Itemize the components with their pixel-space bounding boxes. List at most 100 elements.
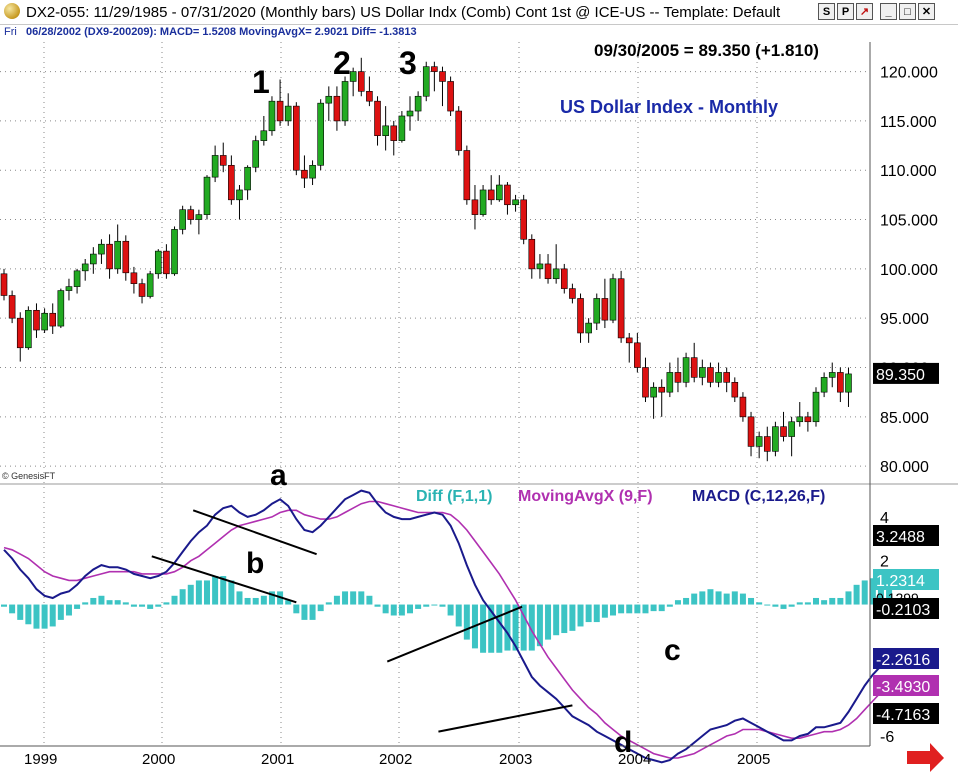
candle-body [504, 184, 511, 206]
candle-body [422, 66, 430, 97]
candle-body [763, 436, 771, 452]
candle-body [674, 372, 682, 383]
macd-label-6: -4.7163 [876, 707, 930, 724]
histogram-bar [780, 604, 787, 609]
histogram-bar [585, 604, 592, 623]
macd-label-4: -2.2616 [876, 652, 930, 669]
macd-label-1: 3.2488 [876, 529, 925, 546]
info-bar: Fri 06/28/2002 (DX9-200209): MACD= 1.520… [0, 25, 958, 41]
trendlines [151, 509, 573, 733]
close-button[interactable]: ✕ [918, 3, 935, 20]
macd-title-mavg: MovingAvgX (9,F) [518, 488, 653, 505]
macd-tick-label: 4 [880, 510, 889, 527]
candle-body [715, 372, 722, 383]
candle-body [49, 312, 57, 327]
histogram-bar [756, 602, 763, 605]
histogram-bar [480, 604, 487, 653]
histogram-bar [342, 591, 349, 605]
info-readout: 06/28/2002 (DX9-200209): MACD= 1.5208 Mo… [26, 26, 417, 38]
histogram-bar [788, 604, 795, 607]
macd-title-macd: MACD (C,12,26,F) [692, 488, 825, 505]
candle-body [455, 110, 463, 151]
histogram-bar [252, 597, 259, 605]
histogram-bar [9, 604, 16, 614]
macd-label-6-box [873, 703, 939, 724]
candle-body [260, 130, 268, 141]
candle-body [577, 298, 584, 334]
candle-body [617, 278, 625, 339]
histogram-bar [837, 597, 844, 605]
x-tick-label: 2002 [379, 751, 412, 768]
value-labels: 89.3503.24881.23140.1299-0.2103-2.2616-3… [873, 362, 939, 724]
candle-body [650, 386, 657, 398]
candle-body [642, 367, 649, 398]
macd-tick-label: -6 [880, 729, 894, 746]
candle-body [682, 357, 690, 383]
histogram-bar [796, 602, 803, 605]
candle-body [447, 81, 454, 112]
scroll-right-arrow-icon[interactable] [907, 743, 944, 772]
candle-body [130, 272, 138, 284]
histogram-bar [398, 604, 405, 616]
chart-header: 09/30/2005 = 89.350 (+1.810) [594, 41, 819, 60]
histogram-bar [17, 604, 24, 620]
candle-body [236, 189, 243, 201]
histogram-bar [358, 591, 365, 605]
candle-body [601, 298, 609, 321]
histogram-bar [634, 604, 641, 614]
histogram-bar [333, 595, 340, 605]
histogram-bar [41, 604, 48, 629]
maximize-button[interactable]: □ [899, 3, 916, 20]
histogram-bar [593, 604, 600, 623]
link-arrow-icon[interactable]: ↗ [856, 3, 873, 20]
histogram-bar [650, 604, 657, 612]
price-tick-label: 100.000 [880, 262, 938, 279]
histogram-bar [715, 591, 722, 605]
histogram-bar [707, 589, 714, 605]
candle-body [81, 263, 89, 272]
candle-body [357, 71, 365, 92]
histogram-bar [829, 597, 836, 605]
candle-body [65, 286, 73, 291]
candle-body [552, 268, 560, 280]
macd-label-2: 1.2314 [876, 573, 925, 590]
p-button[interactable]: P [837, 3, 854, 20]
chart-title: US Dollar Index - Monthly [560, 97, 778, 117]
last-price-label-box [873, 362, 939, 384]
histogram-bar [301, 604, 308, 620]
histogram-bar [804, 602, 811, 605]
candle-body [463, 150, 471, 201]
candle-body [106, 243, 113, 270]
price-tick-label: 85.000 [880, 410, 929, 427]
s-button[interactable]: S [818, 3, 835, 20]
histogram-bar [439, 604, 446, 607]
histogram-bar [699, 591, 706, 605]
candle-body [293, 105, 300, 171]
candle-body [138, 283, 146, 297]
histogram-bar [569, 604, 576, 631]
histogram-bar [106, 600, 113, 605]
candle-body [520, 199, 527, 240]
grid-lines [0, 42, 870, 746]
minimize-button[interactable]: _ [880, 3, 897, 20]
trend-label-a: a [270, 459, 287, 492]
candle-body [276, 100, 284, 122]
histogram-bar [536, 604, 543, 647]
candle-body [333, 95, 341, 122]
candle-body [146, 273, 154, 297]
candle-body [244, 166, 251, 191]
candlestick-series [0, 57, 852, 462]
histogram-bar [212, 576, 219, 605]
trend-label-b: b [246, 547, 264, 580]
histogram-bar [220, 576, 227, 605]
histogram-bar [520, 604, 527, 651]
candle-body [0, 273, 8, 296]
histogram-bar [731, 591, 738, 605]
histogram-bar [57, 604, 64, 620]
macd-title-diff: Diff (F,1,1) [416, 488, 492, 505]
histogram-bar [244, 597, 251, 605]
candle-body [8, 295, 16, 319]
x-tick-label: 2000 [142, 751, 175, 768]
macd-label-4-box [873, 648, 939, 669]
